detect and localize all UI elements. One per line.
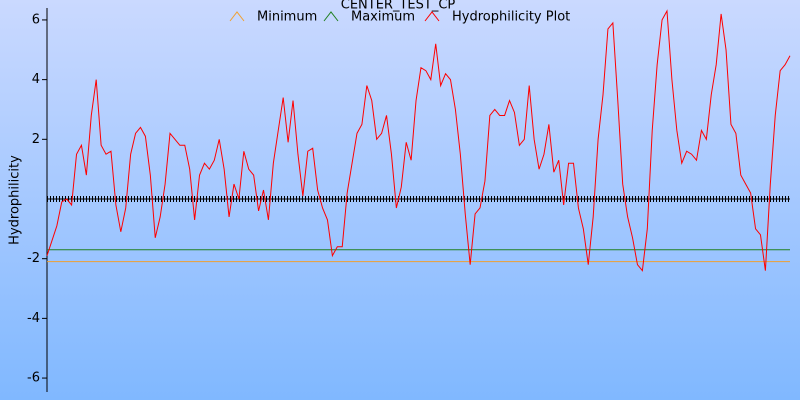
y-tick-label: 4 <box>32 72 40 87</box>
legend-label: Maximum <box>351 10 415 25</box>
legend-icon <box>323 11 339 22</box>
y-tick-label: -6 <box>27 371 40 386</box>
legend-label: Hydrophilicity Plot <box>452 10 570 25</box>
data-line <box>46 9 791 272</box>
y-tick-label: 2 <box>32 132 40 147</box>
legend-icon <box>424 11 440 22</box>
chart-title: CENTER_TEST_CP <box>341 0 456 13</box>
y-axis-label: Hydrophilicity <box>8 155 23 245</box>
y-tick-label: -4 <box>27 311 40 326</box>
y-tick-label: 6 <box>32 12 40 27</box>
y-tick-label: -2 <box>27 251 40 266</box>
legend-icon <box>229 11 245 22</box>
legend-label: Minimum <box>257 10 317 25</box>
